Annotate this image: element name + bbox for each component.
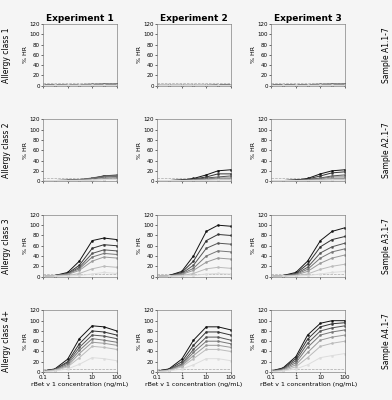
Y-axis label: % HR: % HR <box>137 237 142 254</box>
Y-axis label: % HR: % HR <box>23 46 28 63</box>
Text: Sample A2.1-7: Sample A2.1-7 <box>382 122 391 178</box>
Text: Allergy class 1: Allergy class 1 <box>2 27 11 82</box>
Y-axis label: % HR: % HR <box>137 142 142 159</box>
Y-axis label: % HR: % HR <box>137 46 142 63</box>
Text: Sample A1.1-7: Sample A1.1-7 <box>382 27 391 83</box>
X-axis label: rBet v 1 concentration (ng/mL): rBet v 1 concentration (ng/mL) <box>260 382 357 387</box>
Y-axis label: % HR: % HR <box>251 142 256 159</box>
Title: Experiment 3: Experiment 3 <box>274 14 342 23</box>
Text: Allergy class 3: Allergy class 3 <box>2 218 11 274</box>
Title: Experiment 2: Experiment 2 <box>160 14 228 23</box>
X-axis label: rBet v 1 concentration (ng/mL): rBet v 1 concentration (ng/mL) <box>31 382 129 387</box>
Y-axis label: % HR: % HR <box>23 142 28 159</box>
Y-axis label: % HR: % HR <box>251 237 256 254</box>
Y-axis label: % HR: % HR <box>23 333 28 350</box>
Y-axis label: % HR: % HR <box>251 46 256 63</box>
Text: Sample A3.1-7: Sample A3.1-7 <box>382 218 391 274</box>
Text: Allergy class 2: Allergy class 2 <box>2 122 11 178</box>
Text: Sample A4.1-7: Sample A4.1-7 <box>382 313 391 369</box>
Title: Experiment 1: Experiment 1 <box>46 14 114 23</box>
Y-axis label: % HR: % HR <box>137 333 142 350</box>
Text: Allergy class 4+: Allergy class 4+ <box>2 310 11 372</box>
Y-axis label: % HR: % HR <box>23 237 28 254</box>
Y-axis label: % HR: % HR <box>251 333 256 350</box>
X-axis label: rBet v 1 concentration (ng/mL): rBet v 1 concentration (ng/mL) <box>145 382 243 387</box>
